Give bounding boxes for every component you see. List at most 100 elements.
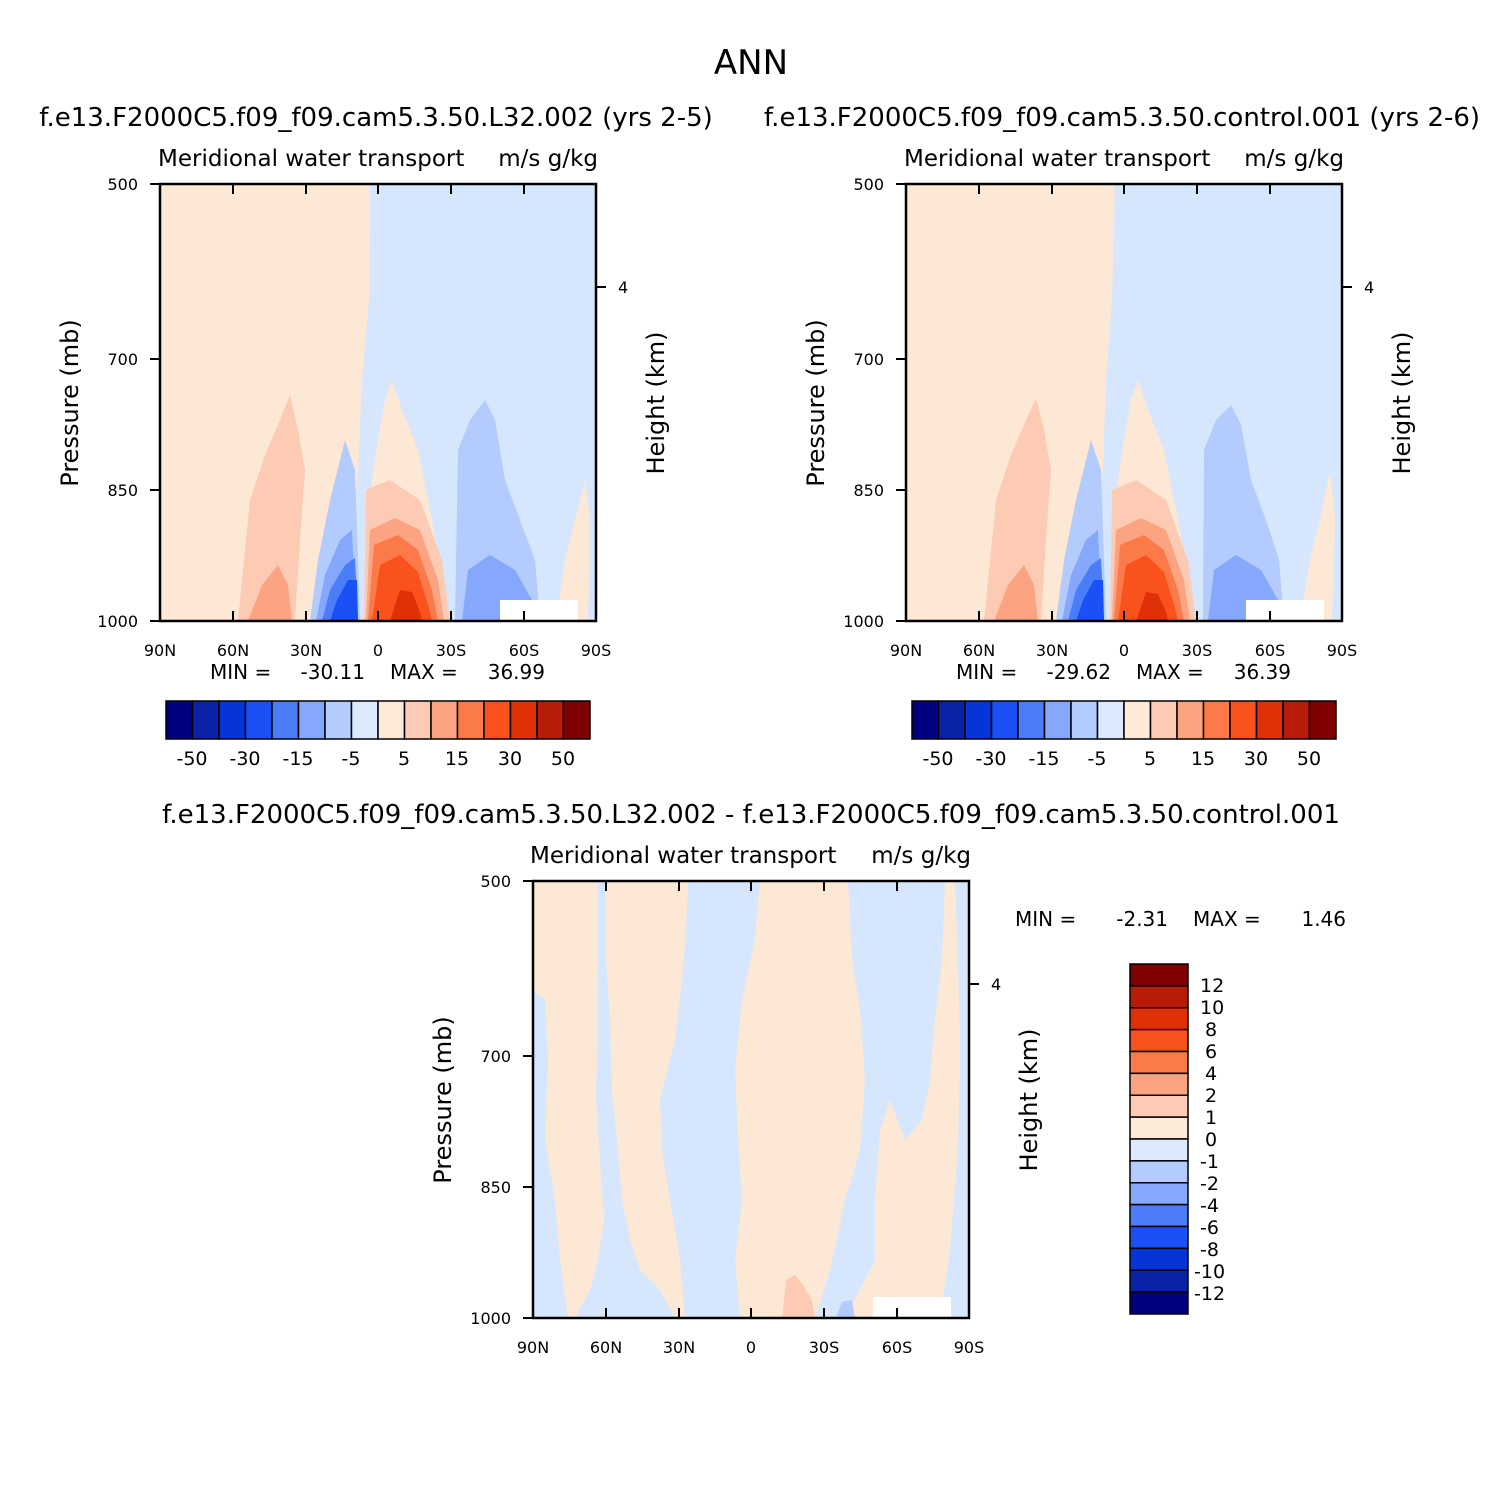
contour-neg-20 (1076, 580, 1104, 621)
colorbar-label: 4 (1205, 1063, 1217, 1085)
colorbar-swatch (1129, 1007, 1189, 1031)
contour-pos-20 (1118, 555, 1178, 621)
x-tick-label: 60S (509, 641, 540, 660)
colorbar-label: -50 (176, 748, 207, 770)
colorbar-swatch (562, 700, 591, 740)
missing-data-patch (1246, 600, 1324, 621)
colorbar-label: 50 (1297, 748, 1321, 770)
contour-field (906, 184, 1342, 621)
colorbar-swatch (1282, 700, 1311, 740)
x-tick-label: 60S (882, 1338, 913, 1357)
colorbar-swatch (536, 700, 565, 740)
y-tick-label: 1000 (843, 612, 884, 631)
contour-pos-30 (390, 590, 422, 621)
contour-pos-south (556, 480, 590, 621)
x-tick-label: 90S (581, 641, 612, 660)
colorbar-label: 6 (1205, 1041, 1217, 1063)
x-tick-label: 30N (290, 641, 322, 660)
colorbar-label: -50 (922, 748, 953, 770)
min-label: MIN = (210, 660, 271, 684)
colorbar-swatch (1129, 1094, 1189, 1118)
variable-label: Meridional water transport (158, 146, 464, 172)
y-axis-label-right: Height (km) (642, 332, 670, 475)
colorbar-swatch (1202, 700, 1231, 740)
colorbar-swatch (324, 700, 353, 740)
contour-neg-20 (330, 580, 358, 621)
right-tick-label: 4 (1364, 278, 1374, 297)
x-tick-label: 30S (1182, 641, 1213, 660)
colorbar-swatch (165, 700, 194, 740)
colorbar-label: 8 (1205, 1019, 1217, 1041)
colorbar-swatch (911, 700, 940, 740)
min-value: -30.11 (301, 660, 365, 684)
panel-top-left: f.e13.F2000C5.f09_f09.cam5.3.50.L32.002 … (39, 103, 713, 770)
colorbar-label: 5 (398, 748, 410, 770)
colorbar-label: -1 (1200, 1151, 1219, 1173)
units-label: m/s g/kg (498, 146, 598, 172)
y-axis-label: Pressure (mb) (429, 1016, 457, 1183)
right-tick-label: 4 (618, 278, 628, 297)
neg-band-2 (575, 881, 675, 1318)
colorbar (165, 700, 591, 740)
colorbar-swatch (430, 700, 459, 740)
positive-region-north (160, 184, 370, 621)
colorbar-swatch (1017, 700, 1046, 740)
neg-band-4 (815, 881, 945, 1318)
units-label: m/s g/kg (871, 843, 971, 869)
neg-band-5 (940, 881, 969, 1318)
colorbar-swatch (1129, 1247, 1189, 1271)
colorbar-swatch (1129, 1160, 1189, 1184)
y-tick-label: 850 (480, 1178, 511, 1197)
colorbar-swatch (1308, 700, 1337, 740)
neg-band-1 (533, 990, 568, 1318)
colorbar-swatch (1129, 985, 1189, 1009)
y-axis-label-right: Height (km) (1015, 1029, 1043, 1172)
panel-top-right: f.e13.F2000C5.f09_f09.cam5.3.50.control.… (764, 103, 1480, 770)
variable-label: Meridional water transport (530, 843, 836, 869)
colorbar-label: -30 (229, 748, 260, 770)
missing-data-patch (873, 1297, 951, 1318)
colorbar-swatch (297, 700, 326, 740)
x-tick-label: 0 (1119, 641, 1129, 660)
colorbar-swatch (1176, 700, 1205, 740)
colorbar-swatch (244, 700, 273, 740)
contour-field (533, 881, 969, 1318)
colorbar-swatch (1096, 700, 1125, 740)
x-tick-label: 90N (144, 641, 176, 660)
y-tick-label: 1000 (97, 612, 138, 631)
y-tick-label: 500 (480, 872, 511, 891)
colorbar-swatch (218, 700, 247, 740)
colorbar-swatch (191, 700, 220, 740)
max-value: 36.39 (1234, 660, 1291, 684)
colorbar-label: -15 (1028, 748, 1059, 770)
figure-title: ANN (714, 43, 788, 83)
colorbar-swatch (350, 700, 379, 740)
colorbar-swatch (509, 700, 538, 740)
colorbar-swatch (1129, 1203, 1189, 1228)
case-title: f.e13.F2000C5.f09_f09.cam5.3.50.L32.002 … (39, 103, 713, 133)
contour-field (160, 184, 596, 621)
colorbar-label: 12 (1200, 975, 1224, 997)
y-axis-label: Pressure (mb) (56, 319, 84, 486)
colorbar-label: -5 (342, 748, 361, 770)
neg-band-3 (660, 881, 760, 1318)
case-title: f.e13.F2000C5.f09_f09.cam5.3.50.control.… (764, 103, 1480, 133)
colorbar-label: -30 (975, 748, 1006, 770)
x-tick-label: 60N (963, 641, 995, 660)
x-tick-label: 30N (663, 1338, 695, 1357)
case-title: f.e13.F2000C5.f09_f09.cam5.3.50.L32.002 … (162, 800, 1340, 830)
panel-difference: f.e13.F2000C5.f09_f09.cam5.3.50.L32.002 … (162, 800, 1346, 1357)
y-tick-label: 850 (107, 481, 138, 500)
contour-pos-15 (248, 565, 292, 621)
y-tick-label: 500 (107, 175, 138, 194)
colorbar-swatch (1070, 700, 1099, 740)
y-tick-label: 500 (853, 175, 884, 194)
contour-pos-5 (238, 395, 305, 621)
pos-patch (782, 1275, 815, 1318)
colorbar-swatch (1129, 1028, 1189, 1053)
x-tick-label: 90N (890, 641, 922, 660)
y-tick-label: 700 (107, 350, 138, 369)
min-label: MIN = (956, 660, 1017, 684)
x-tick-label: 90S (954, 1338, 985, 1357)
